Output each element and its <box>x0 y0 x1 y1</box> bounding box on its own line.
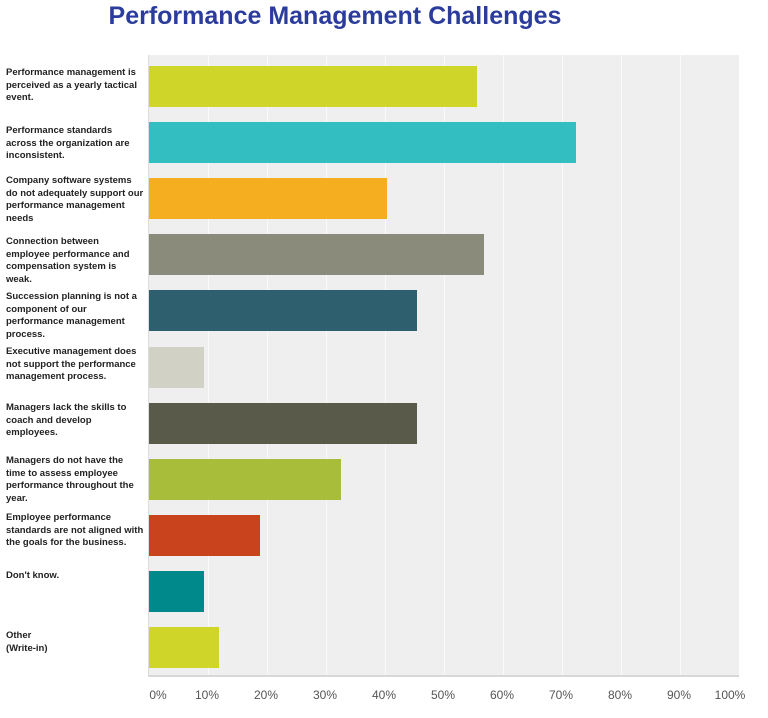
gridline <box>208 55 209 675</box>
x-tick-label: 10% <box>194 688 220 702</box>
bar <box>149 346 204 388</box>
x-tick-label: 0% <box>149 688 167 702</box>
x-tick-label: 90% <box>666 688 692 702</box>
category-label: Other (Write-in) <box>6 630 48 654</box>
chart-title: Performance Management Challenges <box>108 2 562 30</box>
gridline <box>326 55 327 675</box>
gridline <box>621 55 622 675</box>
category-label: Performance standards across the organiz… <box>6 125 130 161</box>
gridline <box>267 55 268 675</box>
bar <box>149 514 260 556</box>
bar <box>149 234 485 276</box>
x-tick-label: 40% <box>371 688 397 702</box>
bar <box>149 66 478 107</box>
bar <box>149 178 387 220</box>
x-tick-label: 50% <box>430 688 456 702</box>
gridline <box>680 55 681 675</box>
bar <box>149 570 204 612</box>
category-label: Employee performance standards are not a… <box>6 512 144 548</box>
category-label: Managers do not have the time to assess … <box>6 455 134 504</box>
x-tick-label: 70% <box>548 688 574 702</box>
category-label: Connection between employee performance … <box>6 236 130 285</box>
x-tick-label: 30% <box>312 688 338 702</box>
category-label: Don't know. <box>6 570 60 581</box>
gridline <box>385 55 386 675</box>
gridline <box>503 55 504 675</box>
gridline <box>444 55 445 675</box>
category-label: Succession planning is not a component o… <box>6 291 137 340</box>
category-label: Performance management is perceived as a… <box>6 67 137 103</box>
x-tick-label: 100% <box>714 688 746 702</box>
category-label: Executive management does not support th… <box>6 346 137 382</box>
bar <box>149 290 417 332</box>
x-tick-label: 80% <box>607 688 633 702</box>
gridline <box>562 55 563 675</box>
plot-area <box>148 55 739 677</box>
bar <box>149 627 220 668</box>
bar <box>149 122 577 164</box>
category-label: Company software systems do not adequate… <box>6 175 144 224</box>
x-tick-label: 60% <box>489 688 515 702</box>
category-label: Managers lack the skills to coach and de… <box>6 402 127 438</box>
x-tick-label: 20% <box>253 688 279 702</box>
bar <box>149 458 341 500</box>
bar <box>149 402 417 444</box>
